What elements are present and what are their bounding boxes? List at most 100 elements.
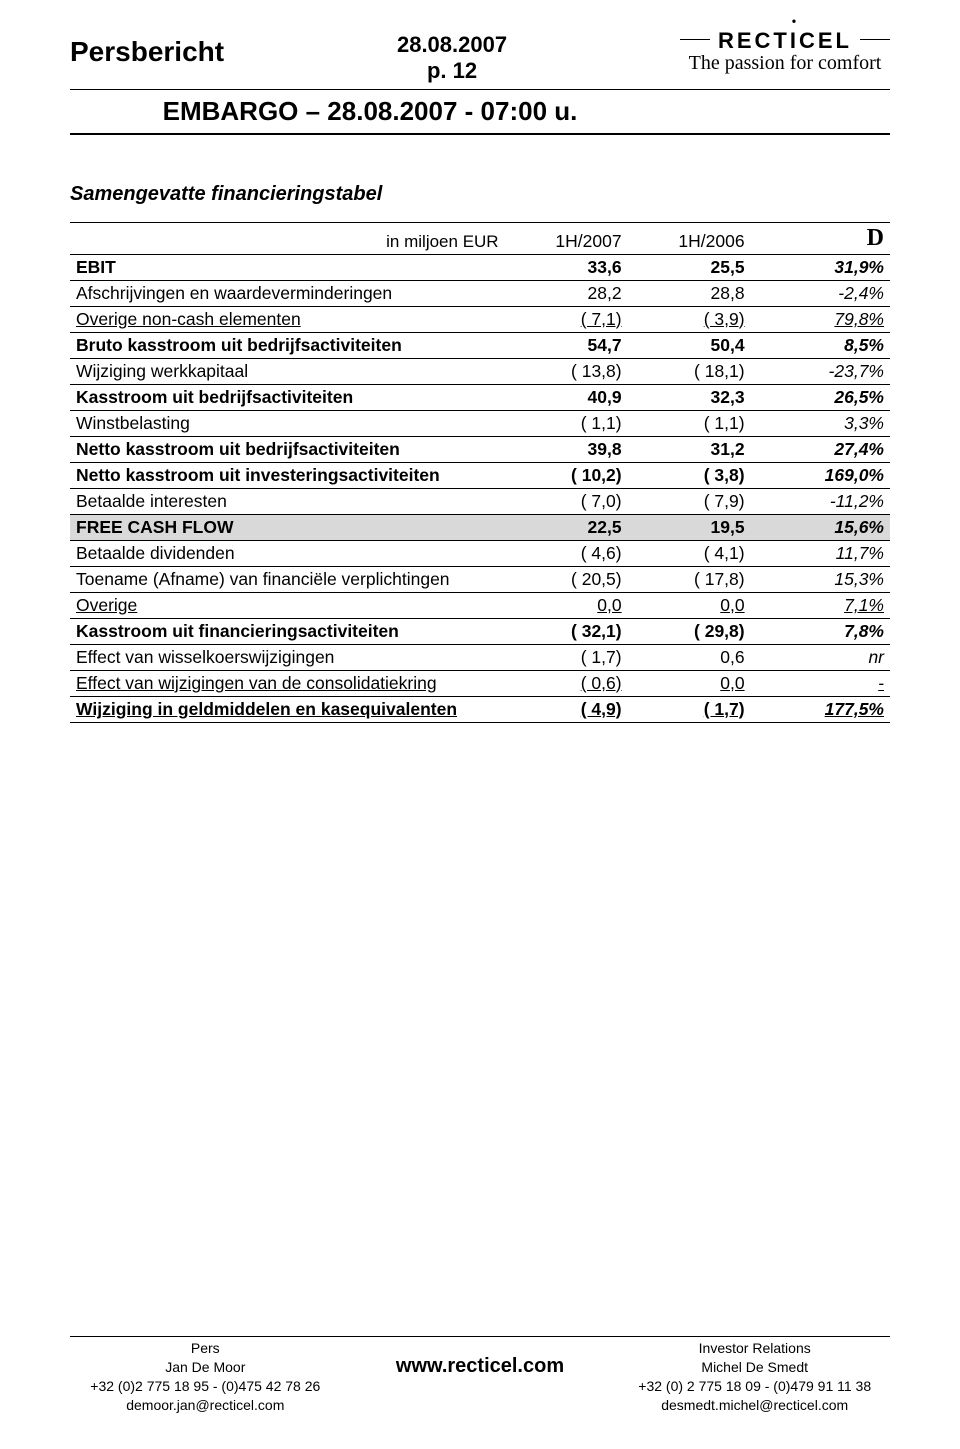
cell-c1: 28,2 (505, 280, 628, 306)
col-1h2007: 1H/2007 (505, 222, 628, 254)
cell-c1: ( 13,8) (505, 358, 628, 384)
table-row: Wijziging werkkapitaal( 13,8)( 18,1)-23,… (70, 358, 890, 384)
cell-c3: -2,4% (751, 280, 890, 306)
table-row: Overige0,00,07,1% (70, 592, 890, 618)
col-1h2006: 1H/2006 (628, 222, 751, 254)
doc-date: 28.08.2007 (397, 32, 507, 58)
cell-c1: ( 32,1) (505, 618, 628, 644)
cell-c3: 26,5% (751, 384, 890, 410)
brand-block: RECTICEL The passion for comfort (680, 28, 890, 75)
row-label: Afschrijvingen en waardeverminderingen (70, 280, 505, 306)
cell-c3: 15,3% (751, 566, 890, 592)
cell-c1: 22,5 (505, 514, 628, 540)
cell-c1: ( 7,1) (505, 306, 628, 332)
cell-c1: ( 7,0) (505, 488, 628, 514)
doc-page: p. 12 (397, 58, 507, 84)
footer-press-title: Pers (70, 1339, 341, 1358)
brand-tagline: The passion for comfort (680, 52, 890, 75)
footer-ir-name: Michel De Smedt (619, 1358, 890, 1377)
table-row: EBIT33,625,531,9% (70, 254, 890, 280)
row-label: Effect van wisselkoerswijzigingen (70, 644, 505, 670)
cell-c1: 54,7 (505, 332, 628, 358)
footer-ir: Investor Relations Michel De Smedt +32 (… (619, 1339, 890, 1415)
table-row: Netto kasstroom uit bedrijfsactiviteiten… (70, 436, 890, 462)
footer-press-phone: +32 (0)2 775 18 95 - (0)475 42 78 26 (70, 1377, 341, 1396)
row-label: Netto kasstroom uit bedrijfsactiviteiten (70, 436, 505, 462)
row-label: Wijziging werkkapitaal (70, 358, 505, 384)
cell-c2: 0,6 (628, 644, 751, 670)
cell-c2: ( 3,9) (628, 306, 751, 332)
cell-c1: 39,8 (505, 436, 628, 462)
table-header-row: in miljoen EUR 1H/2007 1H/2006 D (70, 222, 890, 254)
cell-c3: -23,7% (751, 358, 890, 384)
row-label: FREE CASH FLOW (70, 514, 505, 540)
cell-c3: 169,0% (751, 462, 890, 488)
cell-c1: ( 0,6) (505, 670, 628, 696)
table-row: Netto kasstroom uit investeringsactivite… (70, 462, 890, 488)
table-row: FREE CASH FLOW22,519,515,6% (70, 514, 890, 540)
footer-rule (70, 1336, 890, 1337)
cell-c3: nr (751, 644, 890, 670)
row-label: Overige non-cash elementen (70, 306, 505, 332)
row-label: Kasstroom uit bedrijfsactiviteiten (70, 384, 505, 410)
footer-press-name: Jan De Moor (70, 1358, 341, 1377)
page-footer: Pers Jan De Moor +32 (0)2 775 18 95 - (0… (70, 1336, 890, 1415)
doc-type: Persbericht (70, 28, 224, 68)
table-row: Kasstroom uit bedrijfsactiviteiten40,932… (70, 384, 890, 410)
footer-press: Pers Jan De Moor +32 (0)2 775 18 95 - (0… (70, 1339, 341, 1415)
financing-table: in miljoen EUR 1H/2007 1H/2006 D EBIT33,… (70, 222, 890, 723)
page-header: Persbericht 28.08.2007 p. 12 RECTICEL Th… (70, 28, 890, 85)
cell-c3: 79,8% (751, 306, 890, 332)
cell-c1: ( 1,7) (505, 644, 628, 670)
footer-ir-title: Investor Relations (619, 1339, 890, 1358)
row-label: Effect van wijzigingen van de consolidat… (70, 670, 505, 696)
table-row: Wijziging in geldmiddelen en kasequivale… (70, 696, 890, 722)
section-heading: Samengevatte financieringstabel (70, 183, 890, 206)
table-row: Overige non-cash elementen( 7,1)( 3,9)79… (70, 306, 890, 332)
cell-c2: 0,0 (628, 592, 751, 618)
table-row: Betaalde interesten( 7,0)( 7,9)-11,2% (70, 488, 890, 514)
table-row: Toename (Afname) van financiële verplich… (70, 566, 890, 592)
cell-c2: 0,0 (628, 670, 751, 696)
cell-c1: ( 1,1) (505, 410, 628, 436)
cell-c3: 31,9% (751, 254, 890, 280)
row-label: Kasstroom uit financieringsactiviteiten (70, 618, 505, 644)
cell-c3: 11,7% (751, 540, 890, 566)
cell-c2: 25,5 (628, 254, 751, 280)
cell-c2: 31,2 (628, 436, 751, 462)
cell-c3: -11,2% (751, 488, 890, 514)
row-label: Betaalde interesten (70, 488, 505, 514)
cell-c1: ( 4,9) (505, 696, 628, 722)
row-label: Betaalde dividenden (70, 540, 505, 566)
cell-c3: 7,1% (751, 592, 890, 618)
header-rule-1 (70, 89, 890, 90)
col-delta: D (751, 222, 890, 254)
cell-c2: ( 7,9) (628, 488, 751, 514)
row-label: Netto kasstroom uit investeringsactivite… (70, 462, 505, 488)
header-rule-2 (70, 133, 890, 135)
cell-c2: 32,3 (628, 384, 751, 410)
cell-c1: ( 20,5) (505, 566, 628, 592)
cell-c3: 177,5% (751, 696, 890, 722)
footer-ir-phone: +32 (0) 2 775 18 09 - (0)479 91 11 38 (619, 1377, 890, 1396)
cell-c1: ( 4,6) (505, 540, 628, 566)
cell-c3: 8,5% (751, 332, 890, 358)
doc-date-page: 28.08.2007 p. 12 (397, 28, 507, 85)
cell-c3: 15,6% (751, 514, 890, 540)
table-row: Bruto kasstroom uit bedrijfsactiviteiten… (70, 332, 890, 358)
cell-c2: ( 4,1) (628, 540, 751, 566)
cell-c3: 27,4% (751, 436, 890, 462)
cell-c2: ( 1,1) (628, 410, 751, 436)
cell-c3: - (751, 670, 890, 696)
table-row: Afschrijvingen en waardeverminderingen28… (70, 280, 890, 306)
row-label: EBIT (70, 254, 505, 280)
cell-c2: ( 1,7) (628, 696, 751, 722)
cell-c1: 40,9 (505, 384, 628, 410)
footer-url: www.recticel.com (345, 1339, 616, 1380)
cell-c3: 3,3% (751, 410, 890, 436)
row-label: Wijziging in geldmiddelen en kasequivale… (70, 696, 505, 722)
cell-c2: ( 29,8) (628, 618, 751, 644)
cell-c2: 19,5 (628, 514, 751, 540)
cell-c2: ( 3,8) (628, 462, 751, 488)
table-row: Winstbelasting( 1,1)( 1,1)3,3% (70, 410, 890, 436)
